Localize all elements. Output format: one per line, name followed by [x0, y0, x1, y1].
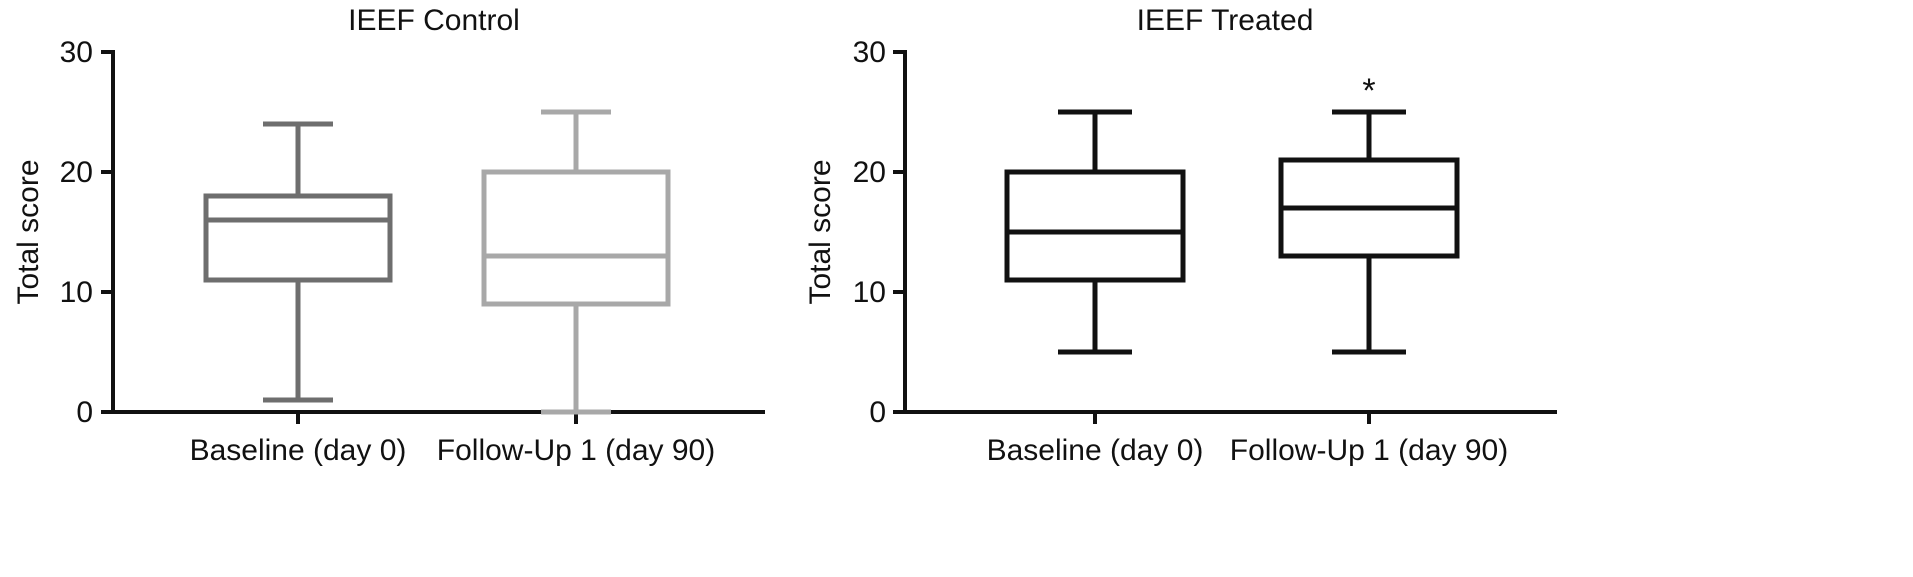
x-category-label: Baseline (day 0) — [190, 434, 407, 467]
x-category-label: Follow-Up 1 (day 90) — [1230, 434, 1508, 467]
box-1 — [1004, 109, 1186, 355]
iqr-box — [1004, 169, 1186, 283]
y-tick-label: 20 — [60, 156, 93, 189]
y-axis-label: Total score — [804, 159, 837, 304]
y-tick-label: 10 — [853, 276, 886, 309]
y-tick-label: 30 — [853, 36, 886, 69]
chart-title: IEEF Control — [348, 4, 520, 37]
x-category-label: Follow-Up 1 (day 90) — [437, 434, 715, 467]
y-tick-label: 0 — [869, 396, 886, 429]
iqr-box — [481, 169, 671, 307]
chart-panel-1: IEEF Control Total score 0 10 20 30 Baseline (… — [12, 4, 765, 467]
y-tick-label: 0 — [76, 396, 93, 429]
iqr-box — [203, 193, 393, 283]
y-tick-label: 20 — [853, 156, 886, 189]
x-category-label: Baseline (day 0) — [987, 434, 1204, 467]
box-2 — [1278, 109, 1460, 355]
y-tick-label: 30 — [60, 36, 93, 69]
box-1 — [203, 121, 393, 403]
y-tick-label: 10 — [60, 276, 93, 309]
chart-panel-2: IEEF Treated Total score 0 10 20 30 Baseline (… — [804, 4, 1557, 467]
chart-title: IEEF Treated — [1137, 4, 1314, 37]
significance-marker: * — [1362, 72, 1375, 110]
box-2 — [481, 109, 671, 415]
y-axis-label: Total score — [12, 159, 45, 304]
